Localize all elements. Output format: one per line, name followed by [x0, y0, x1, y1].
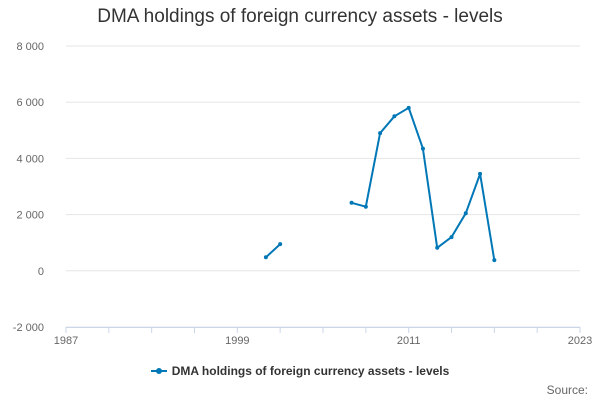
x-tick-label: 1999	[225, 335, 249, 347]
y-tick-label: 2 000	[16, 210, 44, 222]
data-point	[492, 258, 497, 263]
data-point	[406, 105, 411, 110]
legend-series-label: DMA holdings of foreign currency assets …	[171, 364, 450, 378]
legend-series-swatch	[150, 366, 167, 376]
data-point	[278, 242, 283, 247]
y-tick-label: 6 000	[16, 97, 44, 109]
legend[interactable]: DMA holdings of foreign currency assets …	[0, 364, 600, 378]
y-tick-label: 8 000	[16, 41, 44, 53]
x-tick-label: 2011	[397, 335, 421, 347]
data-point	[349, 200, 354, 205]
data-point	[263, 255, 268, 260]
chart-title: DMA holdings of foreign currency assets …	[97, 6, 503, 27]
x-tick-label: 2023	[568, 335, 592, 347]
data-point	[363, 204, 368, 209]
data-point	[378, 131, 383, 136]
y-tick-label: -2 000	[13, 322, 44, 334]
data-point	[463, 211, 468, 216]
data-point	[392, 114, 397, 119]
data-point	[435, 245, 440, 250]
data-point	[478, 171, 483, 176]
source-label: Source:	[546, 383, 588, 397]
series-line	[350, 106, 496, 262]
x-tick-label: 1987	[54, 335, 78, 347]
data-point	[449, 235, 454, 240]
series-line	[264, 243, 282, 259]
y-tick-label: 4 000	[16, 153, 44, 165]
y-tick-label: 0	[38, 266, 44, 278]
data-point	[420, 146, 425, 151]
